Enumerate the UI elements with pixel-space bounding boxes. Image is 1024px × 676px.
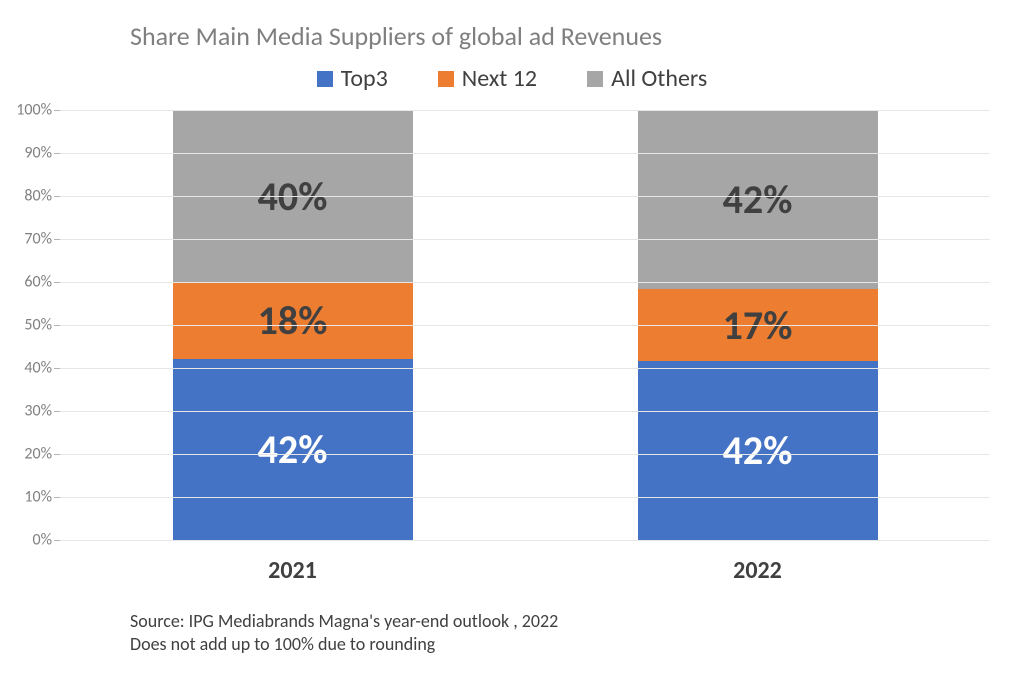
footnote-line1: Source: IPG Mediabrands Magna's year-end… <box>130 610 558 633</box>
gridline <box>60 153 990 154</box>
gridline <box>60 454 990 455</box>
plot-area: 42%18%40%202142%17%42%2022 0%10%20%30%40… <box>60 110 990 540</box>
y-axis-label: 20% <box>24 445 52 464</box>
gridline <box>60 411 990 412</box>
chart-title: Share Main Media Suppliers of global ad … <box>130 20 662 52</box>
y-tick <box>54 411 60 412</box>
bar-segment-others: 42% <box>638 110 878 289</box>
legend-item-others: All Others <box>587 64 707 93</box>
legend-item-next12: Next 12 <box>438 64 537 93</box>
gridline <box>60 239 990 240</box>
y-tick <box>54 282 60 283</box>
y-tick <box>54 454 60 455</box>
gridline <box>60 110 990 111</box>
legend-swatch-icon <box>438 71 454 87</box>
y-tick <box>54 196 60 197</box>
legend-label: Top3 <box>341 64 388 93</box>
y-axis-label: 100% <box>16 101 52 120</box>
legend-swatch-icon <box>587 71 603 87</box>
gridline <box>60 325 990 326</box>
y-axis-label: 80% <box>24 187 52 206</box>
y-tick <box>54 540 60 541</box>
x-axis-label: 2021 <box>268 556 317 585</box>
gridline <box>60 282 990 283</box>
y-axis-label: 10% <box>24 488 52 507</box>
y-axis-label: 60% <box>24 273 52 292</box>
legend-label: All Others <box>611 64 707 93</box>
y-tick <box>54 497 60 498</box>
x-axis-label: 2022 <box>733 556 782 585</box>
y-tick <box>54 239 60 240</box>
y-axis-label: 0% <box>32 531 52 550</box>
gridline <box>60 196 990 197</box>
y-tick <box>54 325 60 326</box>
bar-segment-top3: 42% <box>173 359 413 540</box>
gridline <box>60 497 990 498</box>
y-tick <box>54 153 60 154</box>
y-axis-label: 40% <box>24 359 52 378</box>
y-axis-label: 50% <box>24 316 52 335</box>
y-axis-label: 90% <box>24 144 52 163</box>
y-axis-label: 30% <box>24 402 52 421</box>
bar-segment-top3: 42% <box>638 361 878 540</box>
footnote-line2: Does not add up to 100% due to rounding <box>130 633 558 656</box>
y-tick <box>54 368 60 369</box>
bar-segment-next12: 18% <box>173 282 413 359</box>
legend: Top3 Next 12 All Others <box>0 64 1024 93</box>
y-tick <box>54 110 60 111</box>
gridline <box>60 540 990 541</box>
footnote: Source: IPG Mediabrands Magna's year-end… <box>130 610 558 657</box>
gridline <box>60 368 990 369</box>
chart-container: Share Main Media Suppliers of global ad … <box>0 0 1024 676</box>
legend-label: Next 12 <box>462 64 537 93</box>
legend-swatch-icon <box>317 71 333 87</box>
y-axis-label: 70% <box>24 230 52 249</box>
legend-item-top3: Top3 <box>317 64 388 93</box>
